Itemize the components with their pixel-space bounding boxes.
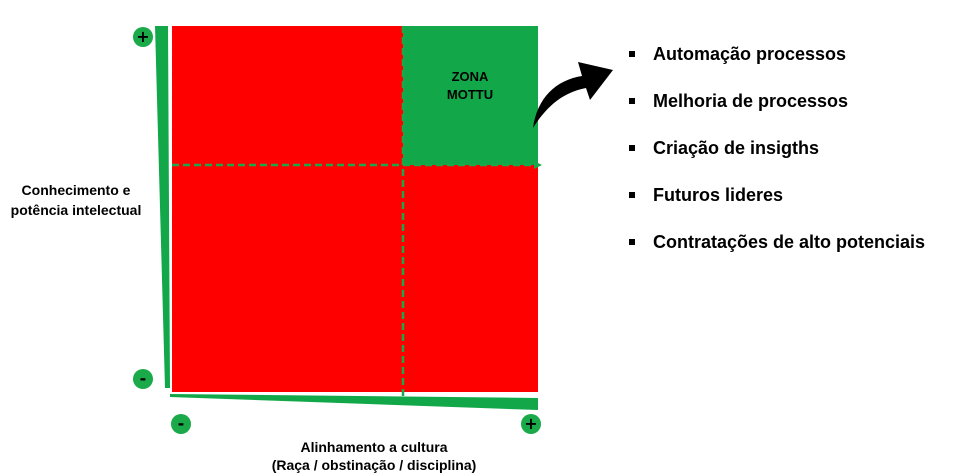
x-axis-label-line-2: (Raça / obstinação / disciplina) — [271, 457, 477, 473]
x-axis-wedge — [170, 394, 538, 410]
list-item-text: Contratações de alto potenciais — [653, 232, 926, 252]
list-item-text: Futuros lideres — [653, 185, 784, 205]
y-axis-label-line-1: Conhecimento e — [21, 182, 131, 198]
list-item: Automação processos — [626, 40, 925, 87]
list-item-text: Automação processos — [653, 44, 847, 64]
square-bullet-icon — [629, 239, 635, 245]
list-item: Futuros lideres — [626, 181, 925, 228]
x-axis-minus-badge: - — [171, 414, 191, 434]
list-item-text: Criação de insigths — [653, 138, 820, 158]
x-axis-label: Alinhamento a cultura (Raça / obstinação… — [240, 438, 508, 474]
x-axis-plus-badge: + — [521, 414, 541, 434]
square-bullet-icon — [629, 192, 635, 198]
zone-label-line-2: MOTTU — [446, 87, 494, 102]
zona-mottu-label: ZONA MOTTU — [402, 68, 538, 104]
y-axis-plus-badge: + — [133, 27, 153, 47]
list-item: Contratações de alto potenciais — [626, 228, 925, 275]
y-axis-label: Conhecimento e potência intelectual — [0, 180, 152, 220]
x-axis-label-line-1: Alinhamento a cultura — [300, 439, 448, 455]
y-axis-wedge — [155, 26, 170, 388]
quadrant-bottom-left — [172, 165, 403, 392]
quadrant-zona-mottu — [403, 26, 538, 165]
quadrant-bottom-right — [403, 165, 538, 392]
divider-arrowhead — [534, 161, 542, 169]
y-axis-label-line-2: potência intelectual — [10, 202, 142, 218]
benefits-list: Automação processos Melhoria de processo… — [626, 40, 925, 275]
curved-arrow-icon — [533, 62, 613, 128]
square-bullet-icon — [629, 145, 635, 151]
list-item-text: Melhoria de processos — [653, 91, 849, 111]
quadrant-top-left — [172, 26, 403, 165]
square-bullet-icon — [629, 98, 635, 104]
y-axis-minus-badge: - — [133, 369, 153, 389]
square-bullet-icon — [629, 51, 635, 57]
zone-label-line-1: ZONA — [451, 69, 489, 84]
list-item: Criação de insigths — [626, 134, 925, 181]
list-item: Melhoria de processos — [626, 87, 925, 134]
